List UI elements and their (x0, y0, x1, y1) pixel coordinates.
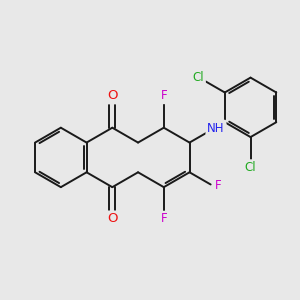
Text: F: F (160, 89, 167, 102)
Text: Cl: Cl (193, 71, 204, 84)
Text: F: F (215, 179, 221, 193)
Text: F: F (160, 212, 167, 226)
Text: O: O (107, 212, 118, 226)
Text: Cl: Cl (245, 161, 256, 174)
Text: O: O (107, 89, 118, 102)
Text: NH: NH (207, 122, 225, 134)
